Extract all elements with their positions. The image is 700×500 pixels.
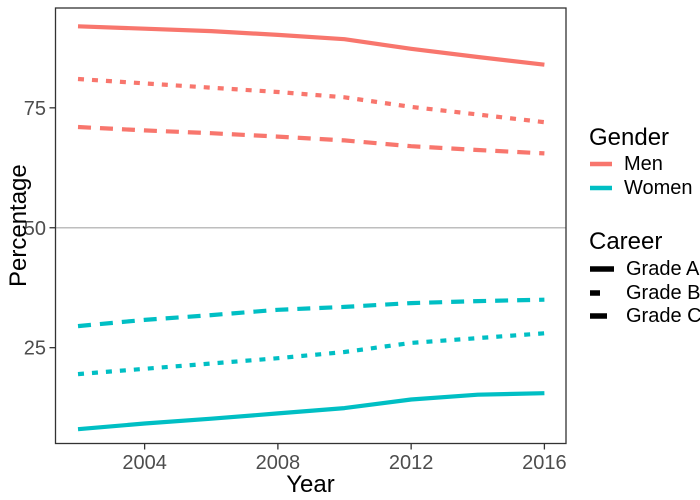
legend-label-women: Women: [624, 176, 693, 199]
long-dash-key-icon: [590, 313, 607, 319]
legend-item-men: Men: [589, 152, 663, 176]
y-tick-label: 50: [24, 218, 46, 240]
series-line-women-grade-b: [77, 331, 545, 377]
x-tick-label: 2012: [389, 452, 434, 474]
y-tick-label: 25: [24, 338, 46, 360]
women-line-key-icon: [590, 185, 612, 191]
legend-item-women: Women: [589, 176, 693, 200]
series-line-men-grade-c: [77, 124, 545, 156]
legend-gender-title: Gender: [589, 124, 670, 151]
legend-item-grade-a: Grade A: [589, 257, 699, 281]
series-lines-group: [77, 24, 545, 432]
x-tick-label: 2004: [122, 452, 167, 474]
legend-item-grade-c: Grade C: [589, 304, 700, 328]
legend-item-grade-b: Grade B: [589, 281, 700, 305]
x-axis-title: Year: [286, 471, 335, 498]
x-tick-label: 2016: [522, 452, 567, 474]
panel-border: [54, 7, 567, 445]
axis-tick-labels-group: 2004 2008 2012 2016 25 50 75: [24, 98, 567, 474]
y-axis-title-box: Percentage: [4, 8, 34, 443]
series-line-women-grade-a: [77, 391, 545, 432]
legend-career-title: Career: [589, 228, 663, 255]
legend-label-grade-b: Grade B: [626, 281, 700, 304]
series-line-men-grade-a: [77, 24, 545, 67]
legend-label-grade-c: Grade C: [626, 304, 700, 327]
series-line-men-grade-b: [77, 76, 545, 125]
y-tick-label: 75: [24, 98, 46, 120]
legend-label-men: Men: [624, 152, 663, 175]
men-line-key-icon: [590, 161, 612, 167]
y-axis-title: Percentage: [5, 164, 32, 287]
short-dash-key-icon: [590, 290, 600, 296]
x-tick-label: 2008: [256, 452, 301, 474]
solid-line-key-icon: [590, 266, 614, 272]
legend-label-grade-a: Grade A: [626, 257, 700, 280]
series-line-women-grade-c: [77, 297, 545, 329]
axis-ticks-group: [49, 107, 546, 450]
